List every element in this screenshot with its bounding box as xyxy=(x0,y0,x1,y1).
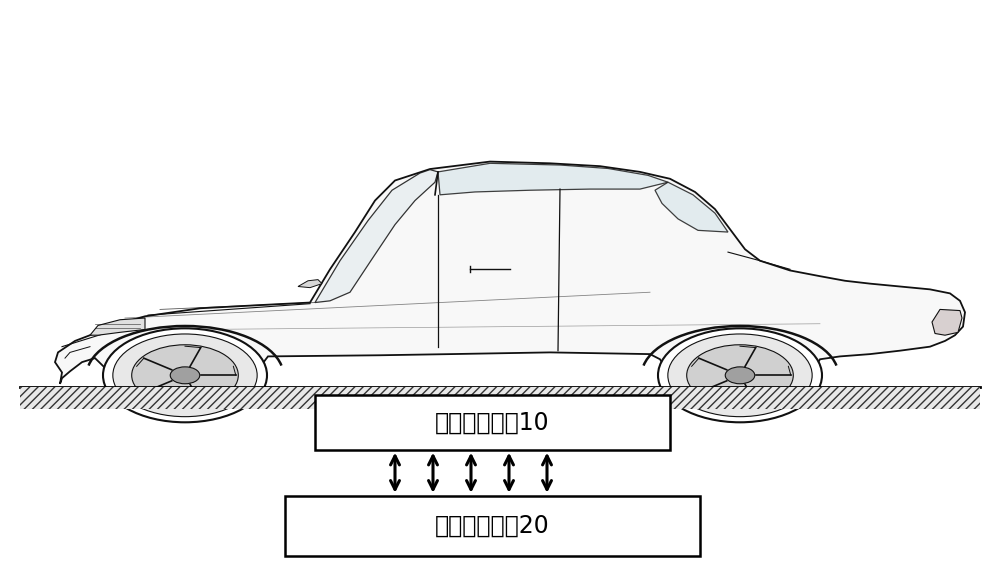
Polygon shape xyxy=(298,280,322,288)
Circle shape xyxy=(687,345,793,406)
Circle shape xyxy=(170,367,200,384)
Bar xyxy=(285,496,700,556)
Text: 功率发射设备20: 功率发射设备20 xyxy=(435,514,550,537)
Bar xyxy=(315,395,670,450)
Circle shape xyxy=(113,334,257,417)
Polygon shape xyxy=(90,318,145,335)
Polygon shape xyxy=(315,170,438,303)
Bar xyxy=(20,387,980,409)
Circle shape xyxy=(668,334,812,417)
Circle shape xyxy=(658,328,822,422)
Circle shape xyxy=(725,367,755,384)
Polygon shape xyxy=(932,309,962,335)
Polygon shape xyxy=(438,163,668,195)
Text: 功率接收设备10: 功率接收设备10 xyxy=(435,411,550,434)
Polygon shape xyxy=(655,182,728,232)
Circle shape xyxy=(132,345,238,406)
Polygon shape xyxy=(55,162,965,384)
Circle shape xyxy=(103,328,267,422)
